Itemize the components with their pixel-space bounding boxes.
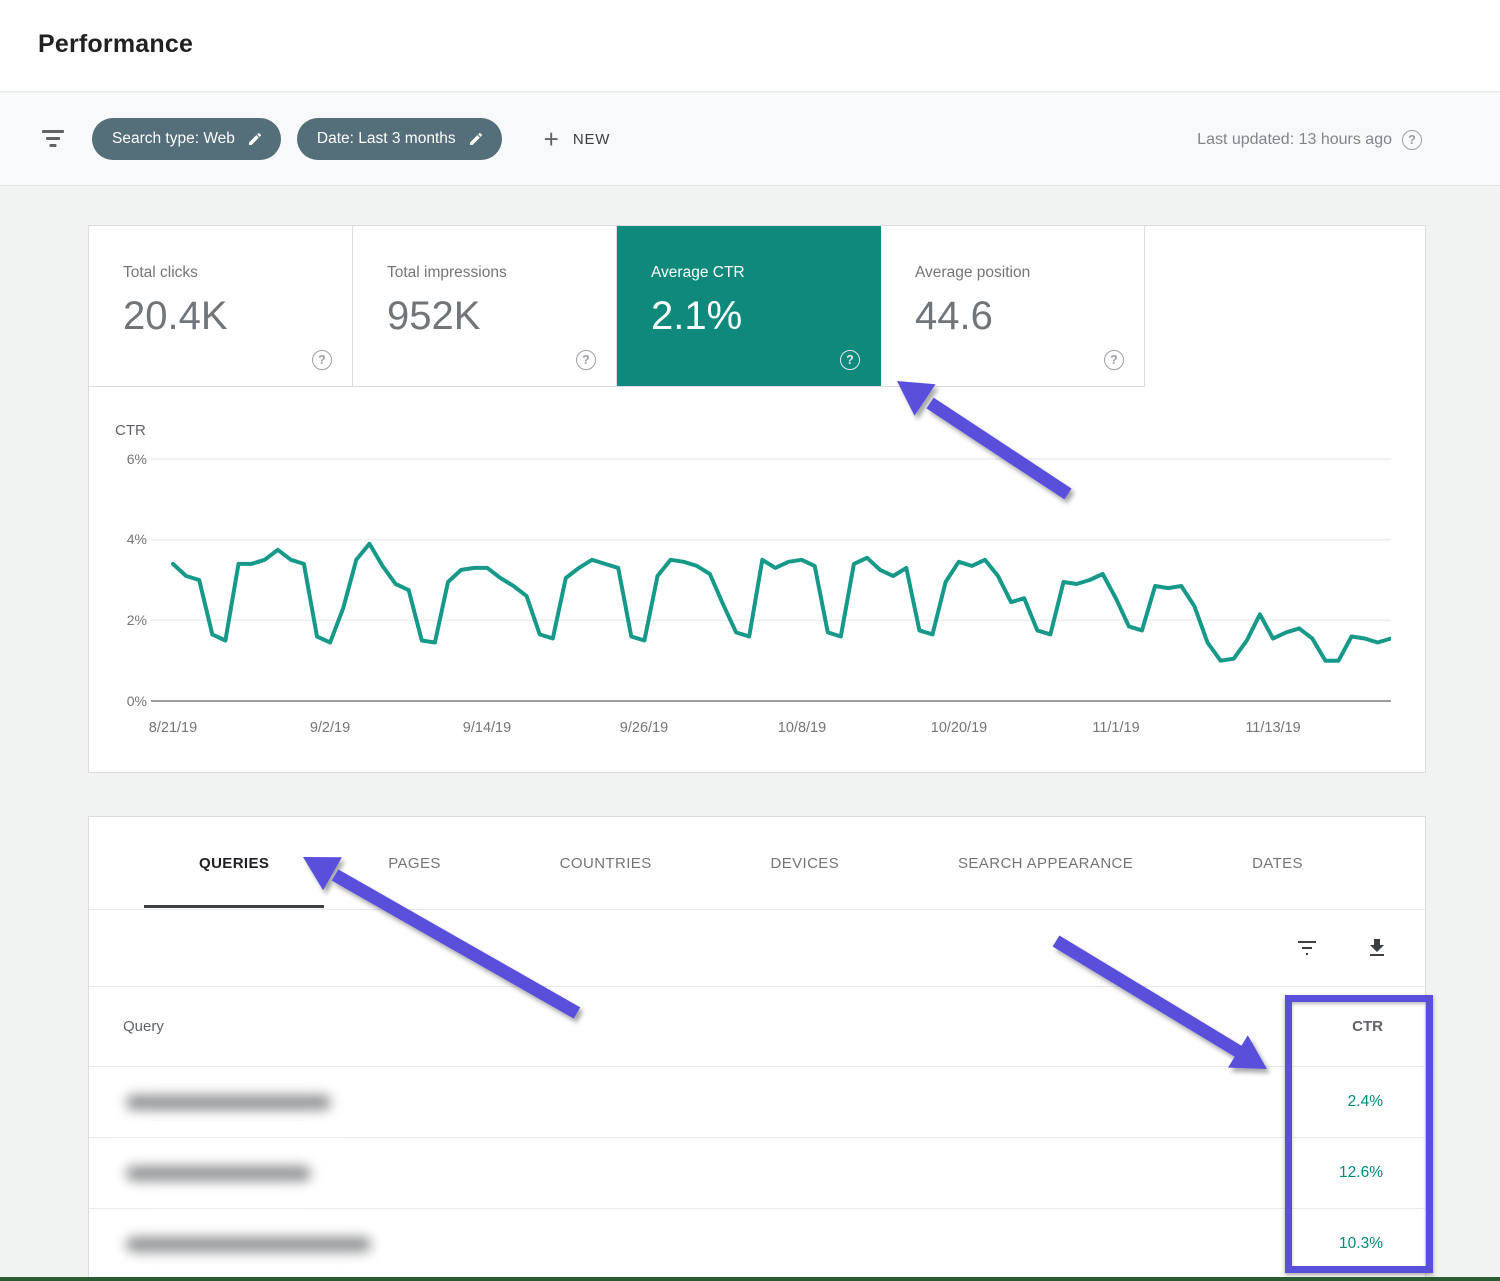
last-updated: Last updated: 13 hours ago ? <box>1197 93 1422 186</box>
date-range-chip[interactable]: Date: Last 3 months <box>296 118 502 160</box>
table-toolbar <box>89 910 1425 987</box>
table-header-row: Query CTR <box>89 987 1425 1067</box>
help-icon[interactable]: ? <box>576 350 596 370</box>
bottom-green-divider <box>0 1277 1500 1281</box>
filter-list-icon[interactable] <box>40 127 66 151</box>
metric-tile-average-position[interactable]: Average position 44.6 ? <box>881 226 1145 386</box>
x-tick: 9/26/19 <box>619 720 669 736</box>
metric-value: 2.1% <box>651 294 743 338</box>
tab-search-appearance[interactable]: SEARCH APPEARANCE <box>958 854 1134 872</box>
pencil-icon <box>248 132 261 145</box>
metric-value: 952K <box>387 294 481 338</box>
tab-countries[interactable]: COUNTRIES <box>559 854 652 872</box>
metric-value: 20.4K <box>123 294 228 338</box>
tab-queries[interactable]: QUERIES <box>199 817 269 910</box>
metric-tile-total-clicks[interactable]: Total clicks 20.4K ? <box>89 226 353 386</box>
ctr-series-line <box>171 541 1391 663</box>
top-bar: Performance <box>0 0 1500 92</box>
table-tabs: QUERIES PAGES COUNTRIES DEVICES SEARCH A… <box>89 817 1425 910</box>
x-tick: 10/8/19 <box>777 720 827 736</box>
blurred-query-text <box>126 1236 371 1252</box>
tab-dates[interactable]: DATES <box>1252 854 1303 872</box>
search-type-chip-label: Search type: Web <box>112 130 235 147</box>
new-filter-button[interactable]: + NEW <box>544 126 611 152</box>
ctr-cell: 2.4% <box>1347 1093 1383 1110</box>
metric-tile-total-impressions[interactable]: Total impressions 952K ? <box>353 226 617 386</box>
y-tick: 6% <box>126 451 147 467</box>
y-tick: 0% <box>126 693 147 709</box>
help-icon[interactable]: ? <box>312 350 332 370</box>
filter-list-icon[interactable] <box>1295 936 1319 960</box>
x-tick: 10/20/19 <box>930 720 988 736</box>
metric-label: Total impressions <box>387 264 507 281</box>
column-header-ctr[interactable]: CTR <box>1352 1018 1383 1035</box>
table-row[interactable]: 2.4% <box>89 1067 1425 1138</box>
tab-devices[interactable]: DEVICES <box>770 854 840 872</box>
metric-tile-average-ctr[interactable]: Average CTR 2.1% ? <box>617 226 881 386</box>
column-header-query[interactable]: Query <box>123 1018 164 1035</box>
x-tick: 9/14/19 <box>462 720 512 736</box>
last-updated-text: Last updated: 13 hours ago <box>1197 130 1392 148</box>
dimensions-table-card: QUERIES PAGES COUNTRIES DEVICES SEARCH A… <box>88 816 1426 1281</box>
help-icon[interactable]: ? <box>1104 350 1124 370</box>
performance-chart-card: Total clicks 20.4K ? Total impressions 9… <box>88 225 1426 773</box>
ctr-line-chart[interactable] <box>151 453 1391 713</box>
date-range-chip-label: Date: Last 3 months <box>316 130 456 147</box>
tab-pages[interactable]: PAGES <box>388 854 441 872</box>
table-row[interactable]: 12.6% <box>89 1138 1425 1209</box>
search-type-chip[interactable]: Search type: Web <box>92 118 281 160</box>
y-tick: 2% <box>126 612 147 628</box>
blurred-query-text <box>126 1094 331 1110</box>
page-title: Performance <box>38 30 194 58</box>
blurred-query-text <box>126 1165 311 1181</box>
x-tick: 8/21/19 <box>148 720 198 736</box>
x-tick: 11/1/19 <box>1092 720 1140 736</box>
help-icon[interactable]: ? <box>1402 129 1422 150</box>
table-row[interactable]: 10.3% <box>89 1209 1425 1280</box>
y-tick: 4% <box>126 531 147 547</box>
x-tick: 11/13/19 <box>1245 720 1301 736</box>
metric-label: Average position <box>915 264 1031 281</box>
metric-label: Average CTR <box>651 264 745 281</box>
metric-label: Total clicks <box>123 264 198 281</box>
metric-tiles: Total clicks 20.4K ? Total impressions 9… <box>89 226 1145 387</box>
plus-icon: + <box>543 124 559 154</box>
x-tick: 9/2/19 <box>309 720 351 736</box>
query-cell-blurred <box>89 1165 1339 1181</box>
pencil-icon <box>469 132 482 145</box>
ctr-cell: 12.6% <box>1339 1164 1383 1181</box>
metric-value: 44.6 <box>915 294 993 338</box>
new-filter-label: NEW <box>572 130 611 148</box>
query-cell-blurred <box>89 1236 1339 1252</box>
chart-axis-title: CTR <box>115 422 146 439</box>
ctr-cell: 10.3% <box>1339 1235 1383 1252</box>
filter-bar: Search type: Web Date: Last 3 months + N… <box>0 93 1500 186</box>
help-icon[interactable]: ? <box>840 350 860 370</box>
download-icon[interactable] <box>1365 936 1389 960</box>
query-cell-blurred <box>89 1094 1348 1110</box>
